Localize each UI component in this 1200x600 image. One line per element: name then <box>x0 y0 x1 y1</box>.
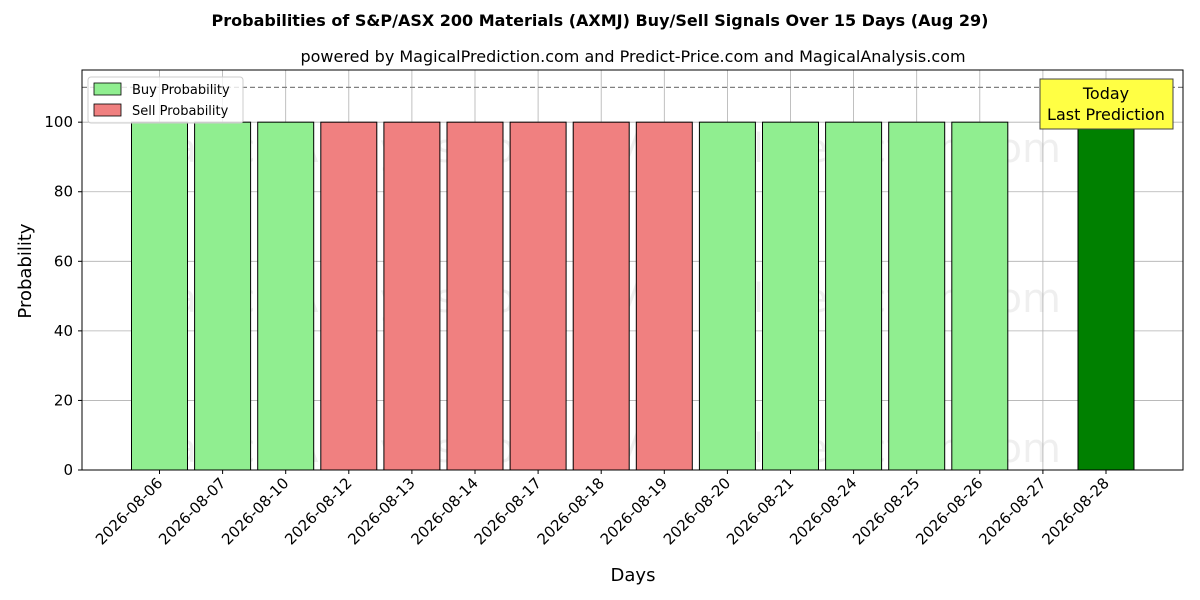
chart-title: Probabilities of S&P/ASX 200 Materials (… <box>212 11 989 30</box>
legend: Buy Probability Sell Probability <box>87 76 244 124</box>
y-tick-label: 100 <box>44 113 73 131</box>
buy-bar-2026-08-07 <box>194 121 252 471</box>
legend-swatch-buy <box>93 82 122 96</box>
sell-bar-2026-08-17 <box>509 121 567 471</box>
buy-bar-2026-08-25 <box>888 121 946 471</box>
sell-bar-2026-08-18 <box>572 121 630 471</box>
x-tick-label: 2026-08-27 <box>975 474 1049 548</box>
legend-swatch-sell <box>93 103 122 117</box>
buy-bar-2026-08-20 <box>698 121 756 471</box>
x-tick-label: 2026-08-17 <box>471 474 545 548</box>
today-annotation: Today Last Prediction <box>1039 78 1174 130</box>
buy-bar-2026-08-28 <box>1077 121 1135 471</box>
x-tick-label: 2026-08-13 <box>344 474 418 548</box>
x-tick-label: 2026-08-26 <box>912 474 986 548</box>
buy-bar-2026-08-21 <box>762 121 819 471</box>
sell-bar-2026-08-14 <box>446 121 504 471</box>
sell-bar-2026-08-12 <box>320 121 378 471</box>
sell-bar-2026-08-13 <box>383 121 441 471</box>
buy-bar-2026-08-24 <box>825 121 883 471</box>
x-tick-label: 2026-08-19 <box>597 474 671 548</box>
x-tick-label: 2026-08-10 <box>218 474 292 548</box>
x-tick-label: 2026-08-14 <box>407 474 481 548</box>
annotation-box <box>1039 78 1174 130</box>
y-tick-label: 0 <box>63 461 73 479</box>
y-axis-label: Probability <box>15 223 36 318</box>
sell-bar-2026-08-19 <box>635 121 693 471</box>
bar-layer <box>131 121 1135 471</box>
x-tick-label: 2026-08-06 <box>92 474 166 548</box>
annotation-line-2: Last Prediction <box>1047 105 1165 124</box>
buy-bar-2026-08-26 <box>951 121 1009 471</box>
x-tick-label: 2026-08-18 <box>534 474 608 548</box>
x-tick-label: 2026-08-24 <box>786 474 860 548</box>
y-tick-label: 20 <box>54 391 73 409</box>
buy-bar-2026-08-06 <box>131 121 188 471</box>
x-tick-label: 2026-08-07 <box>155 474 229 548</box>
x-tick-label: 2026-08-28 <box>1038 474 1112 548</box>
x-tick-label: 2026-08-20 <box>660 474 734 548</box>
y-tick-label: 60 <box>54 252 73 270</box>
annotation-line-1: Today <box>1082 84 1129 103</box>
y-tick-label: 80 <box>54 183 73 201</box>
x-axis-label: Days <box>611 565 656 586</box>
x-tick-label: 2026-08-25 <box>849 474 923 548</box>
x-tick-label: 2026-08-21 <box>723 474 797 548</box>
chart-subtitle: powered by MagicalPrediction.com and Pre… <box>300 47 965 66</box>
plot-frame <box>81 69 1184 471</box>
buy-bar-2026-08-10 <box>257 121 315 471</box>
legend-label-buy: Buy Probability <box>132 83 230 98</box>
legend-label-sell: Sell Probability <box>132 104 229 119</box>
x-tick-label: 2026-08-12 <box>281 474 355 548</box>
legend-frame <box>87 76 244 124</box>
y-tick-label: 40 <box>54 322 73 340</box>
